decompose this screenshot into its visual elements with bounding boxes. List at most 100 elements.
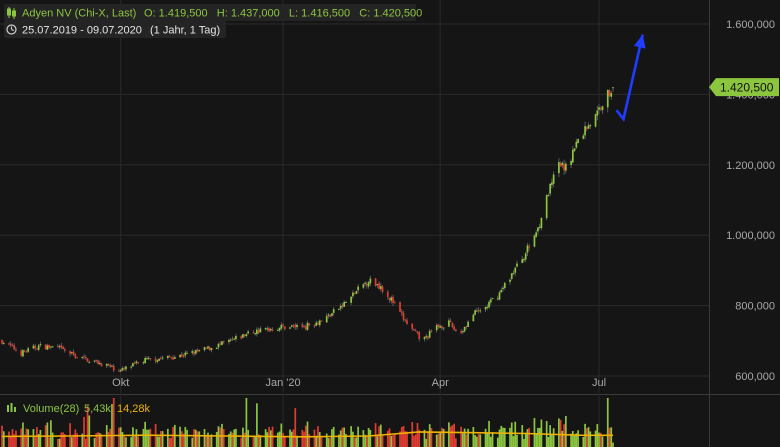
price-candles[interactable] xyxy=(1,87,614,373)
volume-bar xyxy=(266,432,269,447)
price-candle xyxy=(439,324,442,328)
volume-bar xyxy=(278,431,281,447)
price-candle xyxy=(276,328,279,331)
candle-body xyxy=(83,356,85,358)
volume-bar xyxy=(367,427,370,447)
candle-body xyxy=(400,311,403,314)
price-candle xyxy=(406,317,408,325)
volume-bar xyxy=(551,434,553,447)
price-candle xyxy=(11,343,14,347)
volume-bar xyxy=(308,434,311,447)
volume-bar xyxy=(132,427,134,447)
candle-body xyxy=(268,327,270,332)
volume-bar xyxy=(439,432,442,447)
price-candle xyxy=(240,335,243,340)
price-candle xyxy=(551,178,553,189)
candle-body xyxy=(463,326,466,332)
candle-body xyxy=(48,344,50,348)
volume-bar xyxy=(571,431,574,447)
price-candle xyxy=(463,326,466,333)
candle-body xyxy=(173,357,176,359)
volume-bar xyxy=(565,415,567,447)
price-candle xyxy=(93,359,96,363)
price-candle xyxy=(540,217,543,231)
volume-bar xyxy=(264,429,267,447)
volume-bar xyxy=(406,431,408,447)
candle-body xyxy=(559,163,562,167)
candle-body xyxy=(411,323,414,329)
volume-bar xyxy=(142,428,145,447)
candle-body xyxy=(112,365,115,371)
volume-bar xyxy=(125,437,127,447)
price-candle xyxy=(374,277,377,287)
price-candle xyxy=(125,365,127,372)
candle-body xyxy=(81,356,84,358)
price-candle xyxy=(72,349,75,356)
volume-bar xyxy=(573,435,576,447)
candle-body xyxy=(210,348,213,351)
last-price-label: 1.420,500 xyxy=(720,81,774,95)
volume-bar xyxy=(228,433,230,447)
price-candle xyxy=(339,303,342,312)
price-candle xyxy=(558,158,560,178)
volume-bars xyxy=(1,398,614,447)
volume-bar xyxy=(118,427,120,447)
candle-body xyxy=(196,349,199,352)
candle-body xyxy=(22,350,24,357)
price-candle xyxy=(489,297,492,305)
volume-bar xyxy=(313,429,316,447)
candle-body xyxy=(217,343,220,348)
candle-body xyxy=(11,345,14,347)
price-candle xyxy=(247,329,249,335)
candle-body xyxy=(166,355,169,359)
candle-body xyxy=(63,349,66,351)
price-candle xyxy=(121,366,124,372)
candle-body xyxy=(416,331,419,333)
volume-average-line xyxy=(1,431,614,438)
price-candle xyxy=(268,327,270,333)
volume-bar xyxy=(168,438,171,447)
candle-body xyxy=(558,162,560,174)
price-candle xyxy=(112,363,115,373)
price-candle xyxy=(533,234,536,248)
price-candle xyxy=(194,349,197,356)
candle-body xyxy=(235,335,237,340)
candle-body xyxy=(256,329,258,335)
volume-bar xyxy=(208,436,211,447)
price-candle xyxy=(228,338,230,345)
price-candle xyxy=(95,359,98,363)
volume-bar xyxy=(484,428,487,447)
candle-body xyxy=(374,278,377,286)
candle-body xyxy=(247,331,249,334)
candle-body xyxy=(364,282,366,284)
price-candle xyxy=(290,324,293,328)
volume-header: Volume(28) 5,43k 14,28k xyxy=(7,403,151,415)
candle-body xyxy=(44,344,47,350)
candle-body xyxy=(540,217,543,228)
volume-bar xyxy=(386,430,389,447)
price-candle xyxy=(107,363,110,367)
price-candle xyxy=(612,87,614,92)
price-candle xyxy=(118,368,120,372)
candle-body xyxy=(353,292,356,295)
volume-bar xyxy=(39,429,42,447)
volume-bar xyxy=(552,428,555,447)
price-candle xyxy=(180,352,183,358)
price-candle xyxy=(393,300,396,304)
candle-body xyxy=(439,325,442,328)
volume-bar xyxy=(184,427,187,447)
candle-body xyxy=(51,346,54,348)
candle-body xyxy=(229,339,232,341)
candle-body xyxy=(294,324,297,328)
price-candle xyxy=(549,183,552,197)
price-candle xyxy=(264,327,267,331)
price-candle xyxy=(1,339,3,345)
candle-body xyxy=(72,351,75,355)
candle-body xyxy=(111,365,113,367)
price-candle xyxy=(235,333,237,342)
candle-body xyxy=(60,345,63,348)
volume-bar xyxy=(594,430,597,447)
candle-body xyxy=(350,296,352,303)
